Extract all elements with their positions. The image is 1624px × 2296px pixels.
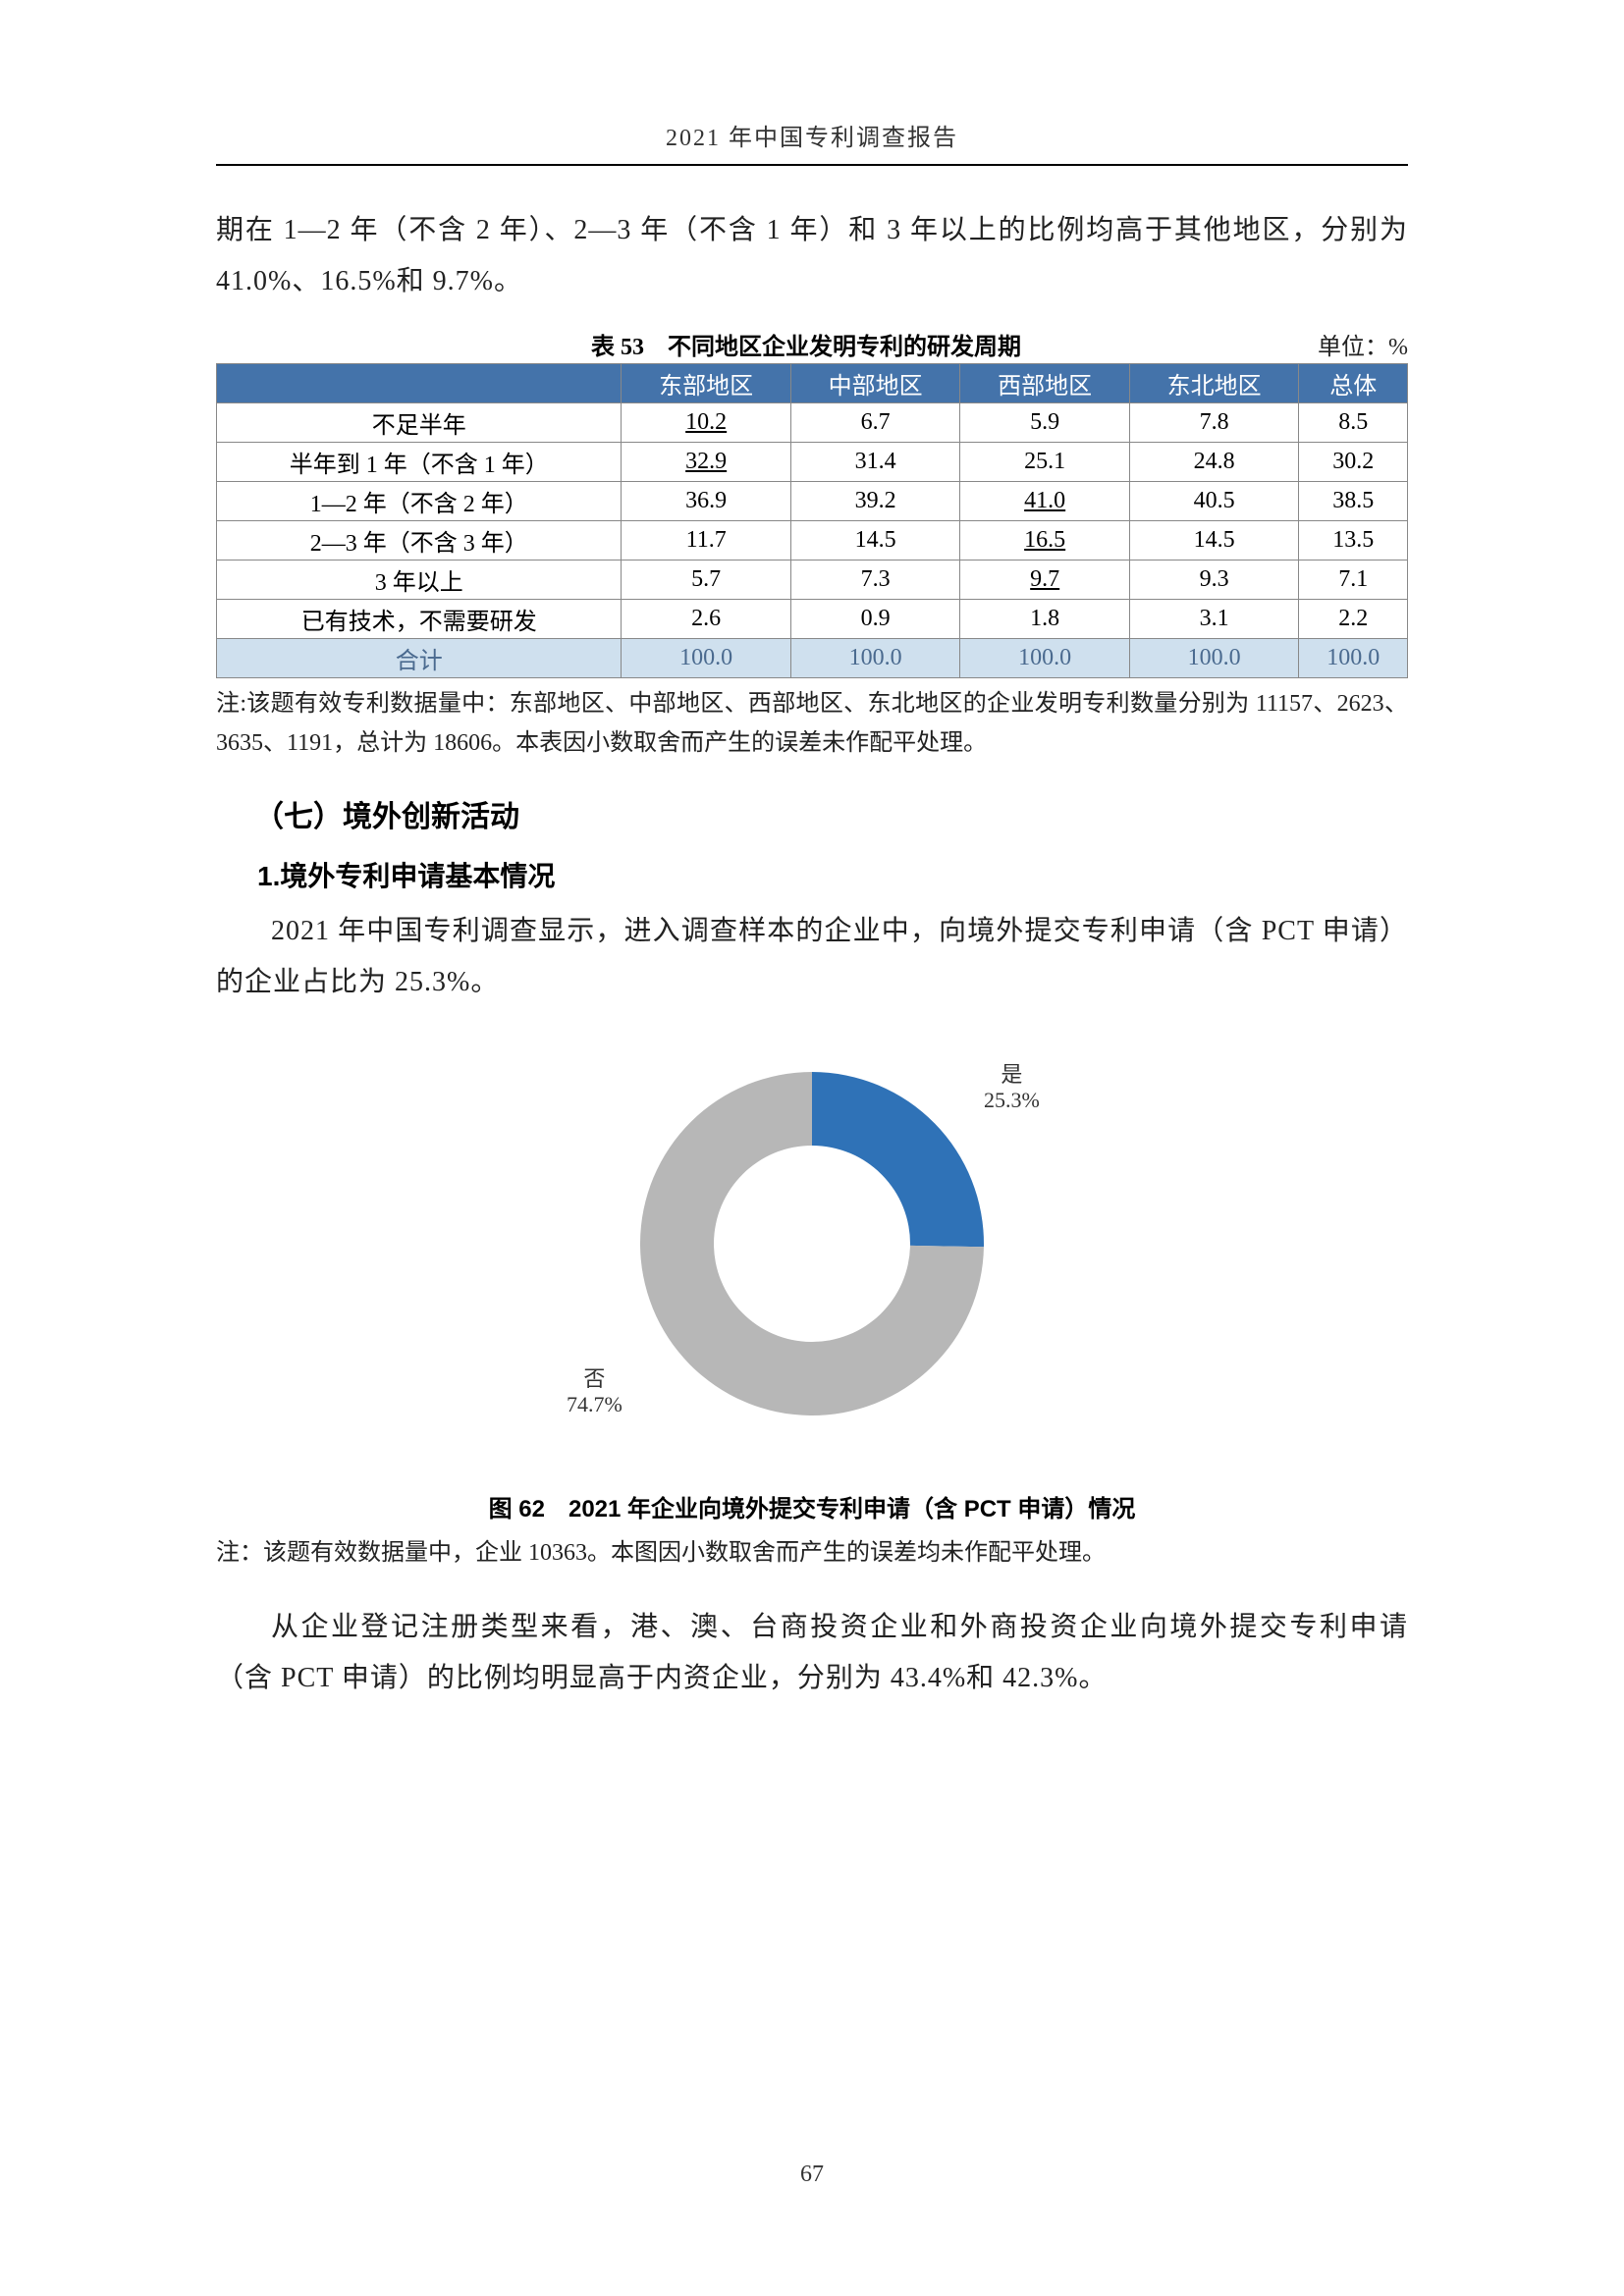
figure-caption: 图 62 2021 年企业向境外提交专利申请（含 PCT 申请）情况: [216, 1489, 1408, 1523]
table-cell: 6.7: [790, 403, 960, 443]
table-row: 不足半年10.26.75.97.88.5: [217, 403, 1408, 443]
table-row-label: 已有技术，不需要研发: [217, 600, 622, 639]
table-cell: 14.5: [1129, 521, 1299, 561]
page-header: 2021 年中国专利调查报告: [216, 118, 1408, 166]
table-header-cell: 总体: [1299, 364, 1408, 403]
intro-paragraph: 期在 1—2 年（不含 2 年）、2—3 年（不含 1 年）和 3 年以上的比例…: [216, 205, 1408, 307]
table-cell: 10.2: [622, 403, 791, 443]
donut-slice-是: [812, 1072, 984, 1247]
table-footer-cell: 100.0: [790, 639, 960, 678]
table-cell: 25.1: [960, 443, 1130, 482]
table-row: 已有技术，不需要研发2.60.91.83.12.2: [217, 600, 1408, 639]
table-caption-row: 表 53 不同地区企业发明专利的研发周期 单位：%: [216, 327, 1408, 361]
sub-heading-1: 1.境外专利申请基本情况: [216, 855, 1408, 894]
table-footer-cell: 100.0: [1129, 639, 1299, 678]
table-cell: 2.6: [622, 600, 791, 639]
table-cell: 7.8: [1129, 403, 1299, 443]
table-cell: 30.2: [1299, 443, 1408, 482]
table-cell: 9.3: [1129, 561, 1299, 600]
table-cell: 32.9: [622, 443, 791, 482]
table-row: 1—2 年（不含 2 年）36.939.241.040.538.5: [217, 482, 1408, 521]
table-cell: 24.8: [1129, 443, 1299, 482]
table-footer-cell: 100.0: [622, 639, 791, 678]
table-cell: 39.2: [790, 482, 960, 521]
table-row: 2—3 年（不含 3 年）11.714.516.514.513.5: [217, 521, 1408, 561]
table-header-cell: 东北地区: [1129, 364, 1299, 403]
table-cell: 2.2: [1299, 600, 1408, 639]
table-footer-cell: 100.0: [1299, 639, 1408, 678]
table-footer-cell: 100.0: [960, 639, 1130, 678]
table-row: 3 年以上5.77.39.79.37.1: [217, 561, 1408, 600]
table-cell: 1.8: [960, 600, 1130, 639]
table-cell: 36.9: [622, 482, 791, 521]
table-cell: 5.7: [622, 561, 791, 600]
donut-label-no: 否74.7%: [567, 1366, 623, 1417]
section-heading-7: （七）境外创新活动: [216, 792, 1408, 835]
figure-note: 注：该题有效数据量中，企业 10363。本图因小数取舍而产生的误差均未作配平处理…: [216, 1533, 1408, 1573]
para-after-chart: 从企业登记注册类型来看，港、澳、台商投资企业和外商投资企业向境外提交专利申请（含…: [216, 1602, 1408, 1704]
donut-chart-wrap: 是25.3% 否74.7%: [216, 1038, 1408, 1450]
table-header-cell: 中部地区: [790, 364, 960, 403]
table-cell: 40.5: [1129, 482, 1299, 521]
table-unit: 单位：%: [1318, 327, 1408, 361]
section7-para1: 2021 年中国专利调查显示，进入调查样本的企业中，向境外提交专利申请（含 PC…: [216, 906, 1408, 1008]
table-row-label: 半年到 1 年（不含 1 年）: [217, 443, 622, 482]
table-cell: 11.7: [622, 521, 791, 561]
table-cell: 14.5: [790, 521, 960, 561]
table-caption: 表 53 不同地区企业发明专利的研发周期: [216, 327, 1318, 361]
table-cell: 16.5: [960, 521, 1130, 561]
donut-chart: 是25.3% 否74.7%: [468, 1038, 1156, 1450]
table-header-cell: [217, 364, 622, 403]
table-row-label: 3 年以上: [217, 561, 622, 600]
table-row-label: 2—3 年（不含 3 年）: [217, 521, 622, 561]
donut-label-yes: 是25.3%: [984, 1062, 1040, 1113]
table-cell: 31.4: [790, 443, 960, 482]
table-header-cell: 西部地区: [960, 364, 1130, 403]
table-cell: 8.5: [1299, 403, 1408, 443]
table-cell: 38.5: [1299, 482, 1408, 521]
table-footer-label: 合计: [217, 639, 622, 678]
table-row: 半年到 1 年（不含 1 年）32.931.425.124.830.2: [217, 443, 1408, 482]
table-header-cell: 东部地区: [622, 364, 791, 403]
table-cell: 41.0: [960, 482, 1130, 521]
table-cell: 13.5: [1299, 521, 1408, 561]
page-number: 67: [0, 2162, 1624, 2188]
table-cell: 7.1: [1299, 561, 1408, 600]
table-cell: 3.1: [1129, 600, 1299, 639]
table-row-label: 不足半年: [217, 403, 622, 443]
table-cell: 7.3: [790, 561, 960, 600]
table-cell: 0.9: [790, 600, 960, 639]
table-cell: 9.7: [960, 561, 1130, 600]
table-row-label: 1—2 年（不含 2 年）: [217, 482, 622, 521]
data-table: 东部地区中部地区西部地区东北地区总体 不足半年10.26.75.97.88.5半…: [216, 363, 1408, 678]
table-cell: 5.9: [960, 403, 1130, 443]
table-note: 注:该题有效专利数据量中：东部地区、中部地区、西部地区、东北地区的企业发明专利数…: [216, 684, 1408, 763]
